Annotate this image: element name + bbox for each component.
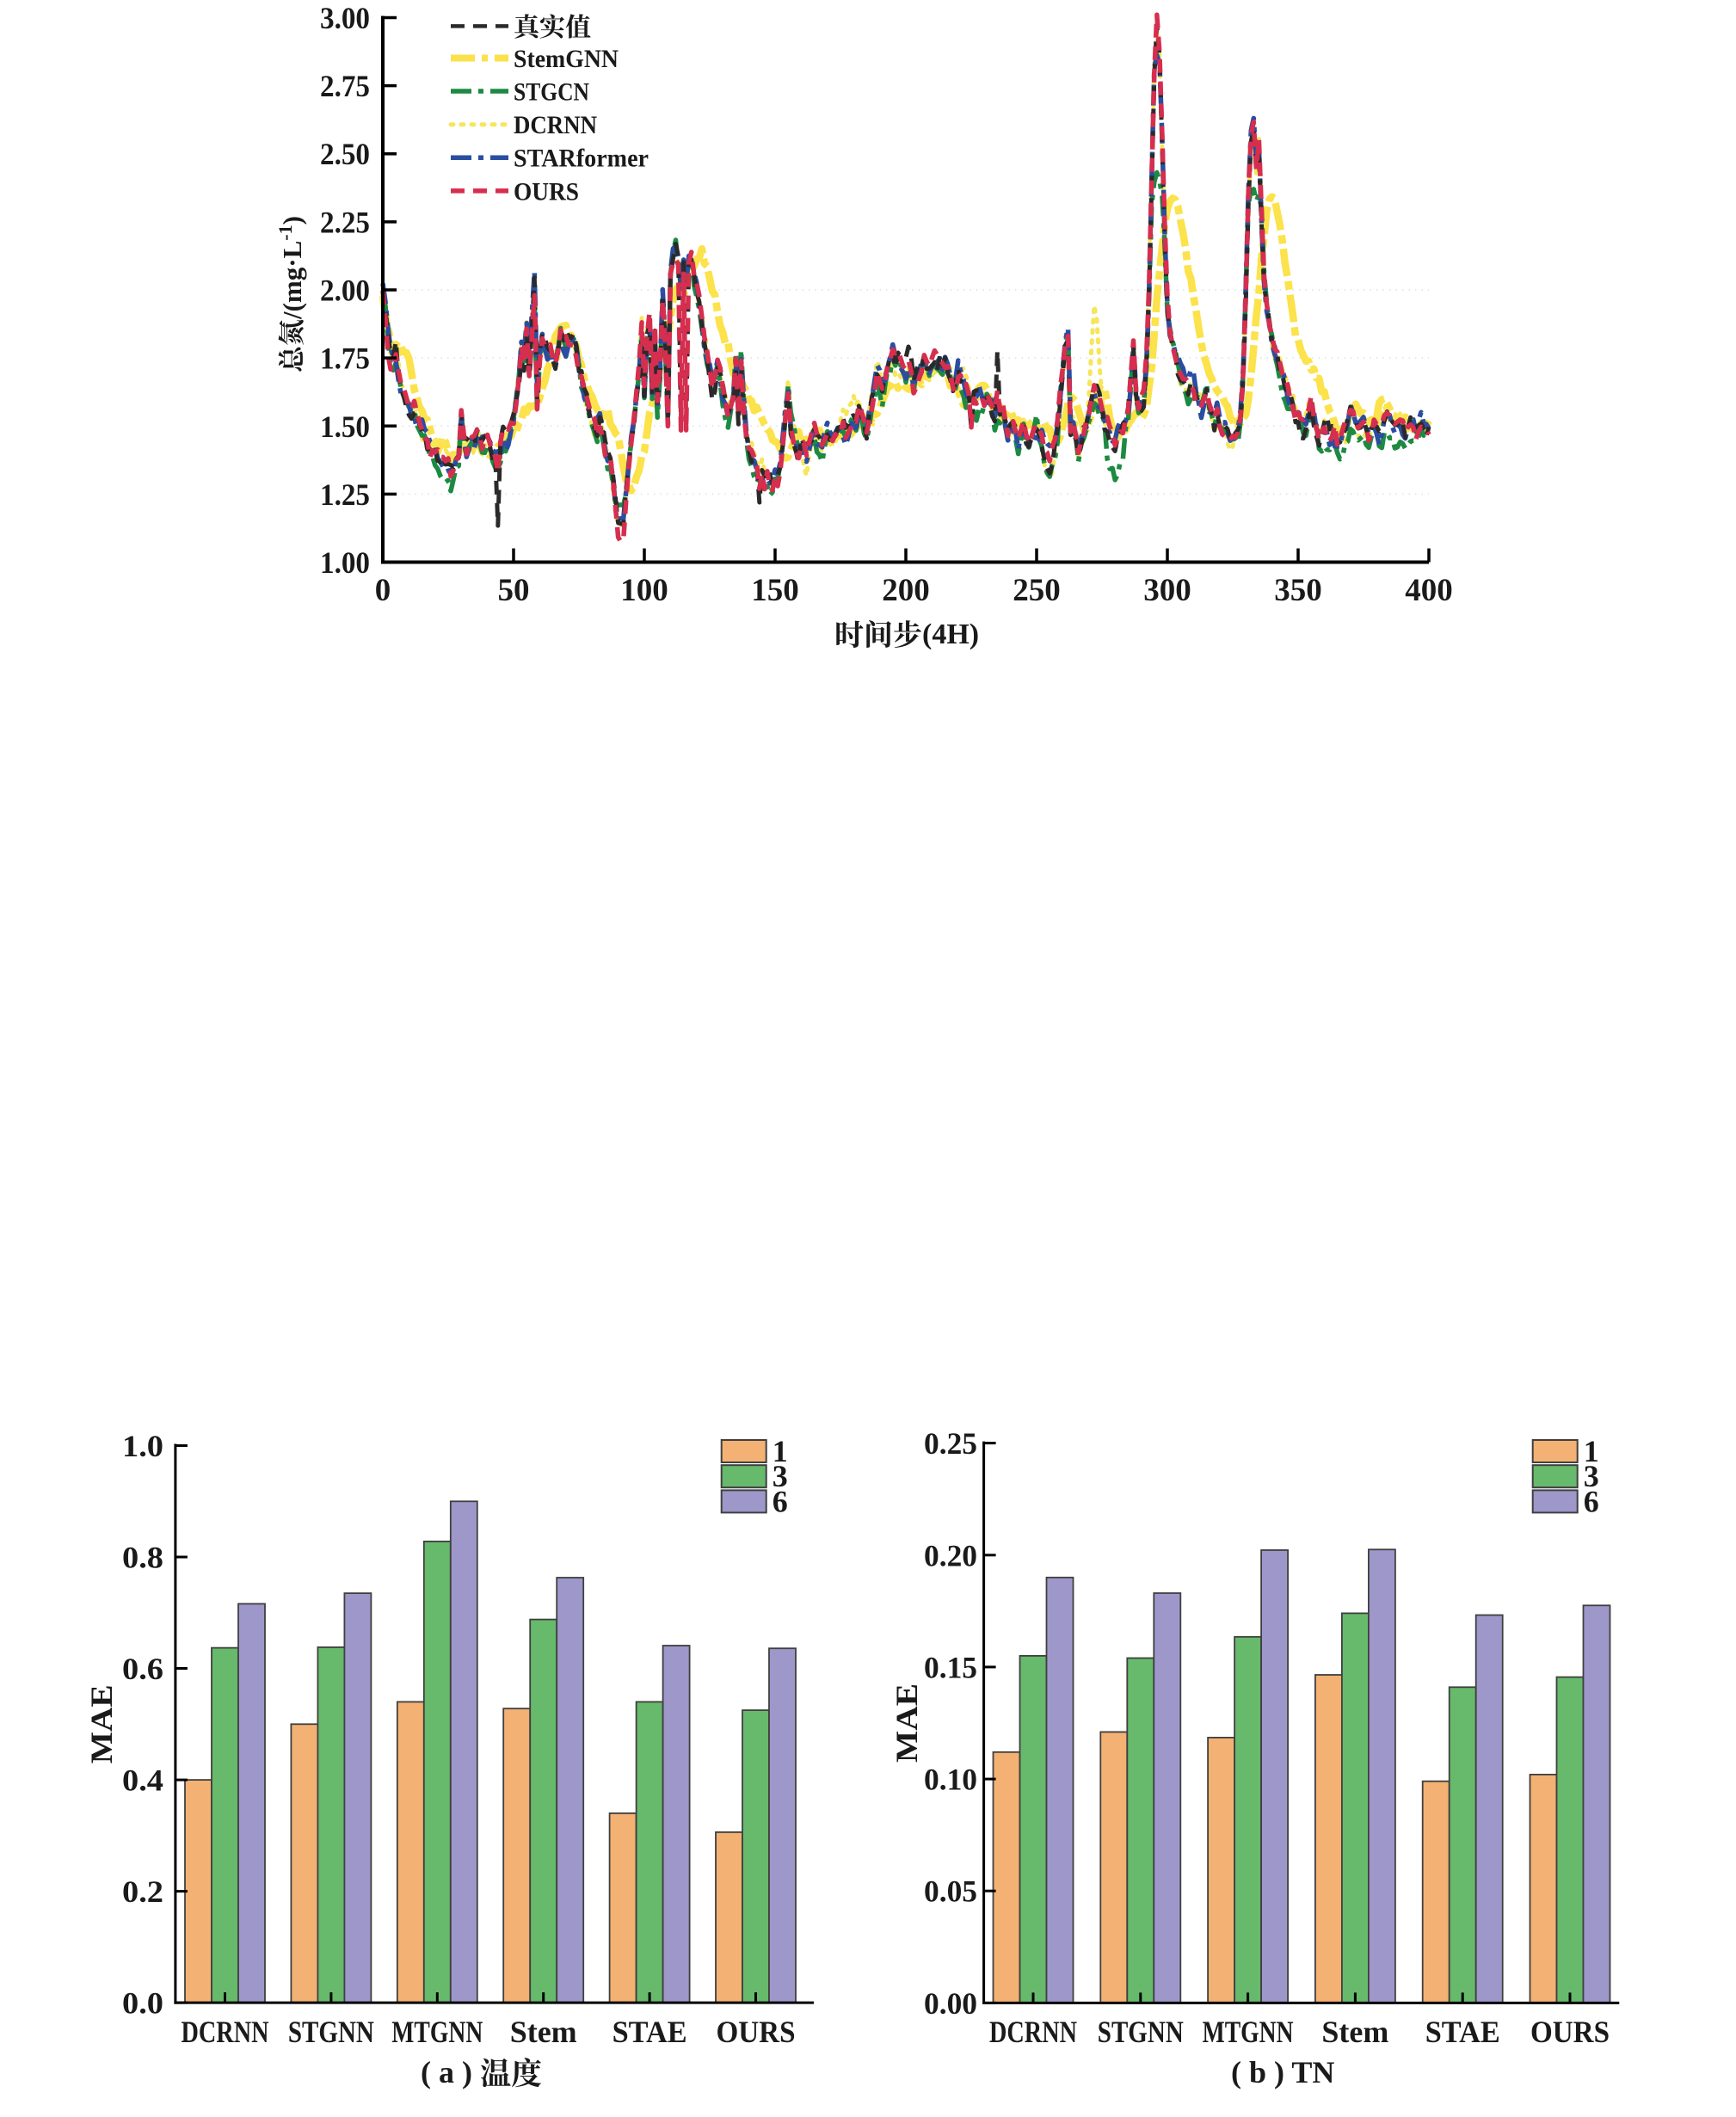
svg-text:300: 300	[1143, 573, 1191, 608]
svg-text:0: 0	[375, 573, 391, 608]
svg-text:0.05: 0.05	[924, 1874, 977, 1909]
svg-text:1.75: 1.75	[320, 342, 370, 376]
svg-text:350: 350	[1274, 573, 1322, 608]
svg-text:STGNN: STGNN	[1098, 2015, 1184, 2049]
svg-text:STARformer: STARformer	[514, 145, 649, 173]
svg-text:DCRNN: DCRNN	[182, 2015, 269, 2049]
svg-text:(4H): (4H)	[922, 618, 979, 650]
svg-text:1: 1	[773, 1434, 788, 1468]
svg-text:0.2: 0.2	[122, 1874, 163, 1909]
svg-text:2.50: 2.50	[320, 137, 370, 171]
svg-text:3.00: 3.00	[320, 1, 370, 35]
svg-text:MTGNN: MTGNN	[391, 2015, 483, 2049]
svg-text:0.20: 0.20	[924, 1538, 977, 1572]
svg-text:MAE: MAE	[84, 1684, 119, 1763]
svg-text:( a ): ( a )	[421, 2055, 472, 2089]
svg-text:2.25: 2.25	[320, 205, 370, 239]
svg-text:DCRNN: DCRNN	[514, 111, 597, 139]
svg-text:( b ) TN: ( b ) TN	[1231, 2055, 1334, 2089]
svg-text:1.25: 1.25	[320, 477, 370, 512]
svg-text:0.15: 0.15	[924, 1650, 977, 1684]
svg-text:3: 3	[773, 1459, 788, 1493]
svg-text:3: 3	[1584, 1459, 1599, 1493]
svg-text:DCRNN: DCRNN	[989, 2015, 1077, 2049]
svg-text:0.6: 0.6	[122, 1652, 163, 1686]
svg-text:MTGNN: MTGNN	[1203, 2015, 1294, 2049]
svg-text:STGCN: STGCN	[514, 78, 589, 107]
svg-text:0.4: 0.4	[122, 1763, 163, 1798]
svg-text:1.0: 1.0	[122, 1429, 163, 1463]
svg-text:0.00: 0.00	[924, 1986, 977, 2021]
svg-text:0.8: 0.8	[122, 1541, 163, 1575]
svg-text:6: 6	[773, 1484, 788, 1518]
svg-text:2.75: 2.75	[320, 69, 370, 103]
svg-text:MAE: MAE	[890, 1683, 924, 1763]
svg-text:STGNN: STGNN	[288, 2015, 374, 2049]
svg-text:400: 400	[1405, 573, 1453, 608]
svg-text:0.25: 0.25	[924, 1426, 977, 1461]
svg-text:OURS: OURS	[1530, 2015, 1610, 2049]
svg-text:1.50: 1.50	[320, 409, 370, 444]
svg-text:StemGNN: StemGNN	[514, 45, 619, 73]
svg-text:STAE: STAE	[1425, 2015, 1500, 2049]
svg-text:2.00: 2.00	[320, 274, 370, 308]
svg-text:200: 200	[882, 573, 930, 608]
svg-text:STAE: STAE	[613, 2015, 687, 2049]
svg-text:OURS: OURS	[717, 2015, 796, 2049]
svg-text:1.00: 1.00	[320, 545, 370, 580]
svg-text:1: 1	[1584, 1434, 1599, 1468]
svg-text:0.10: 0.10	[924, 1763, 977, 1797]
svg-text:100: 100	[620, 573, 668, 608]
svg-text:Stem: Stem	[510, 2015, 577, 2049]
svg-text:6: 6	[1584, 1484, 1599, 1518]
svg-text:Stem: Stem	[1321, 2015, 1388, 2049]
svg-text:0.0: 0.0	[122, 1986, 163, 2021]
svg-text:OURS: OURS	[514, 177, 579, 206]
svg-text:150: 150	[751, 573, 799, 608]
svg-text:50: 50	[498, 573, 530, 608]
svg-text:250: 250	[1013, 573, 1061, 608]
